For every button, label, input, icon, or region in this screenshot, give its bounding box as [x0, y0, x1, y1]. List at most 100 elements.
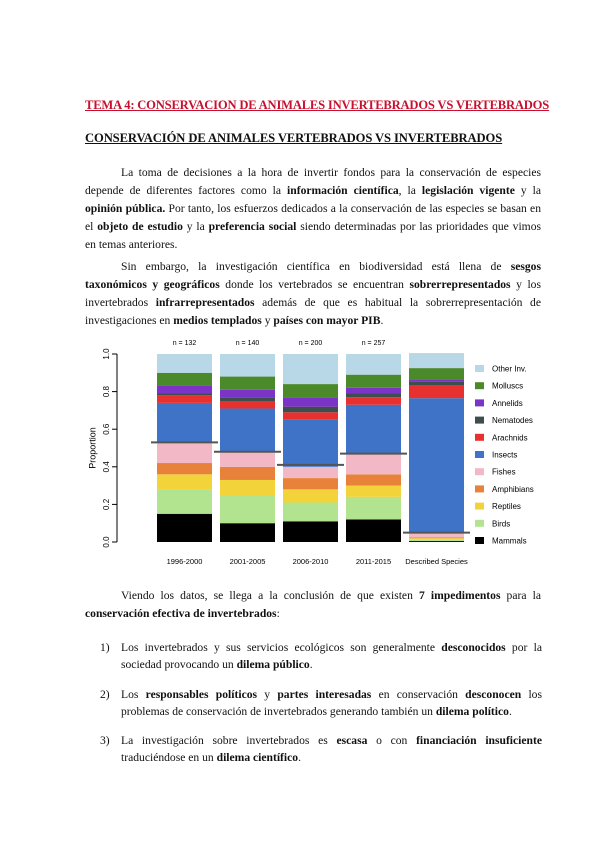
impediment-list-item-3: 3) La investigación sobre invertebrados e… [100, 734, 542, 764]
bar-segment-birds [409, 539, 464, 542]
x-tick-label: Described Species [405, 557, 468, 566]
bold-term: sesgos taxonómicos y geográficos [85, 260, 541, 291]
bold-term: dilema político [435, 705, 509, 718]
bar-segment-amphibians [346, 474, 401, 486]
bar-segment-annelids [220, 389, 275, 398]
bar-segment-annelids [157, 385, 212, 394]
legend-swatch [475, 433, 484, 441]
legend-swatch [475, 537, 484, 544]
legend-label: Mammals [492, 537, 527, 546]
bar-segment-other-inv [157, 354, 212, 373]
bold-term: financiación insuficiente [416, 734, 542, 747]
bar-segment-molluscs [346, 374, 401, 388]
legend-label: Annelids [492, 399, 523, 408]
bar-segment-reptiles [157, 474, 212, 490]
legend-swatch [475, 502, 484, 510]
bold-term: dilema público [236, 658, 310, 671]
legend-swatch [475, 468, 484, 476]
bold-term: desconocidos [441, 641, 506, 654]
legend-label: Nematodes [492, 416, 533, 425]
legend-swatch [475, 485, 484, 493]
bar-segment-other-inv [346, 354, 401, 375]
bar-segment-other-inv [409, 353, 464, 369]
y-tick-label: 0.0 [102, 536, 111, 548]
impediment-list-item-1: 1) Los invertebrados y sus servicios ecol… [100, 641, 542, 671]
bold-term: partes interesadas [277, 688, 372, 701]
bar-segment-mammals [157, 513, 212, 542]
y-tick-label: 1.0 [102, 348, 111, 360]
bar-segment-birds [283, 502, 338, 522]
x-tick-label: 1996-2000 [167, 557, 203, 566]
y-tick-label: 0.4 [102, 461, 111, 473]
y-tick-label: 0.8 [102, 385, 111, 397]
bar-segment-mammals [220, 523, 275, 542]
bar-segment-insects [220, 408, 275, 452]
bar-segment-molluscs [283, 384, 338, 398]
list-number: 3) [100, 734, 110, 747]
legend-label: Reptiles [492, 502, 521, 511]
bar-segment-arachnids [409, 385, 464, 399]
n-label: n = 200 [299, 340, 323, 347]
bar-segment-nematodes [157, 393, 212, 396]
bar-segment-arachnids [283, 412, 338, 420]
bar-segment-mammals [346, 519, 401, 542]
bar-segment-fishes [157, 442, 212, 464]
bar-segment-insects [157, 402, 212, 443]
list-number: 1) [100, 641, 110, 654]
bold-term: objeto de estudio [97, 220, 183, 233]
bar-segment-nematodes [283, 406, 338, 413]
bar-segment-fishes [409, 533, 464, 538]
bar-segment-reptiles [409, 538, 464, 540]
bar-segment-arachnids [220, 401, 275, 409]
legend-label: Amphibians [492, 485, 534, 494]
bold-term: información científica [287, 184, 399, 197]
bar-segment-reptiles [220, 479, 275, 495]
bold-term: medios templados [173, 314, 262, 327]
bar-segment-molluscs [220, 376, 275, 390]
bar-segment-fishes [220, 451, 275, 467]
bar-segment-fishes [346, 453, 401, 475]
bar-segment-arachnids [346, 397, 401, 405]
bold-term: opinión pública. [85, 202, 166, 215]
bar-segment-reptiles [346, 485, 401, 497]
x-tick-label: 2011-2015 [356, 557, 391, 566]
bold-term: conservación efectiva de invertebrados [85, 607, 277, 620]
bar-segment-other-inv [220, 354, 275, 377]
bar-segment-amphibians [283, 478, 338, 490]
legend-label: Insects [492, 451, 517, 460]
legend-swatch [475, 382, 484, 390]
bar-segment-mammals [409, 541, 464, 542]
taxonomic-bias-chart: 0.0 0.2 0.4 0.6 0.8 1.0 Proportion n = 132 1996-… [85, 334, 555, 574]
section-title: CONSERVACIÓN DE ANIMALES VERTEBRADOS VS … [85, 131, 503, 145]
bold-term: infrarrepresentados [155, 296, 255, 309]
bar-segment-amphibians [157, 463, 212, 475]
legend-swatch [475, 519, 484, 527]
bold-term: legislación vigente [421, 184, 515, 197]
legend-label: Birds [492, 519, 510, 528]
legend-swatch [475, 365, 484, 372]
n-label: n = 140 [236, 340, 260, 347]
bar-segment-molluscs [157, 372, 212, 386]
legend-label: Molluscs [492, 382, 523, 391]
y-tick-label: 0.2 [102, 498, 111, 510]
bold-term: 7 impedimentos [418, 589, 501, 602]
bold-term: dilema científico [216, 751, 299, 764]
bar-segment-nematodes [220, 397, 275, 401]
n-label: n = 132 [173, 340, 197, 347]
bar-segment-annelids [283, 397, 338, 407]
n-label: n = 257 [362, 340, 386, 347]
bar-segment-insects [409, 398, 464, 534]
bar-segment-nematodes [346, 393, 401, 398]
bar-segment-reptiles [283, 489, 338, 503]
bar-segment-mammals [283, 521, 338, 542]
paragraph-funding-decisions: La toma de decisiones a la hora de inver… [85, 166, 542, 251]
topic-title: TEMA 4: CONSERVACION DE ANIMALES INVERTE… [85, 98, 550, 112]
legend-label: Arachnids [492, 433, 528, 442]
bar-segment-molluscs [409, 368, 464, 380]
stacked-bar-chart: 0.0 0.2 0.4 0.6 0.8 1.0 Proportion n = 132 1996-… [87, 340, 534, 566]
legend-label: Fishes [492, 468, 516, 477]
paragraph-conclusion: Viendo los datos, se llega a la conclusi… [85, 589, 541, 620]
bold-term: desconocen [465, 688, 522, 701]
bold-term: preferencia social [208, 220, 297, 233]
